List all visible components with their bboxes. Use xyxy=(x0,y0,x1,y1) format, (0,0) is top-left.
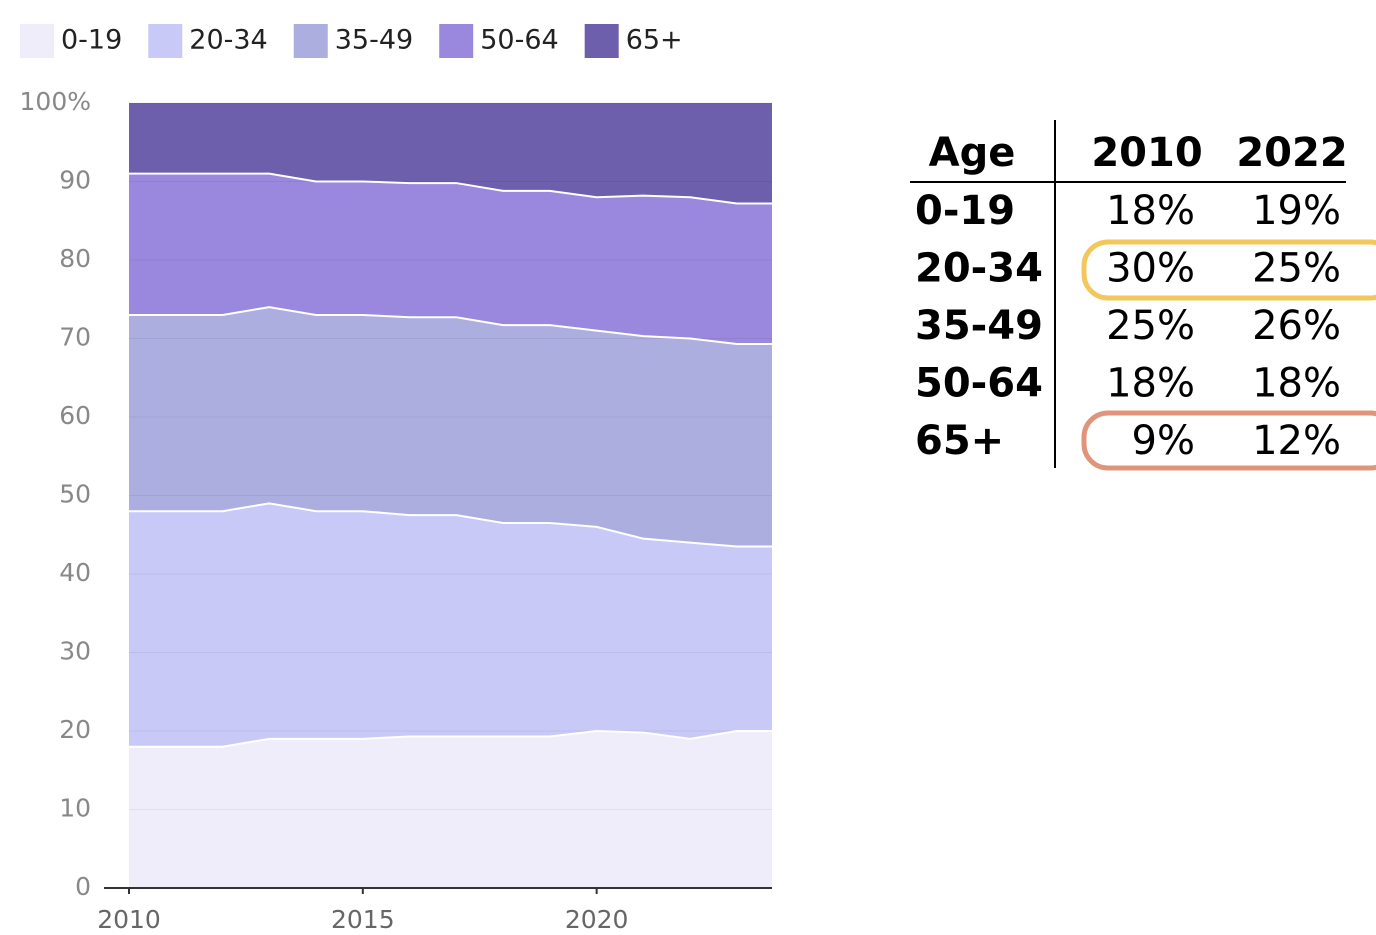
area-edge xyxy=(129,729,772,748)
y-tick-label: 90 xyxy=(59,166,91,195)
table-header: 2022 xyxy=(1236,130,1347,176)
area xyxy=(129,307,772,547)
highlight xyxy=(1081,410,1376,471)
table-header: Age xyxy=(929,130,1016,176)
area-edge xyxy=(129,172,772,205)
table-cell: 18% xyxy=(1106,188,1195,234)
highlight xyxy=(1081,239,1376,301)
legend-label: 50-64 xyxy=(480,25,558,56)
table-cell: 12% xyxy=(1252,418,1341,464)
table-cell: 25% xyxy=(1252,246,1341,292)
area xyxy=(129,731,772,888)
table-header: 2010 xyxy=(1091,130,1202,176)
y-tick-label: 70 xyxy=(59,323,91,352)
legend-swatch xyxy=(20,24,54,58)
legend-label: 0-19 xyxy=(61,25,122,56)
y-tick-label: 50 xyxy=(59,480,91,509)
table-cell: 19% xyxy=(1252,188,1341,234)
y-tick-label: 0 xyxy=(75,872,91,901)
legend-label: 20-34 xyxy=(189,25,267,56)
area-edge xyxy=(129,502,772,548)
x-tick-label: 2020 xyxy=(565,905,629,934)
row-label: 0-19 xyxy=(915,188,1015,234)
legend-label: 35-49 xyxy=(335,25,413,56)
table-cell: 26% xyxy=(1252,303,1341,349)
y-tick-label: 80 xyxy=(59,244,91,273)
table-cell: 25% xyxy=(1106,303,1195,349)
y-tick-label: 60 xyxy=(59,401,91,430)
row-label: 65+ xyxy=(915,418,1004,464)
area xyxy=(129,103,772,204)
y-tick-label: 30 xyxy=(59,637,91,666)
y-tick-label: 20 xyxy=(59,715,91,744)
area xyxy=(129,173,772,344)
x-tick-label: 2010 xyxy=(97,905,161,934)
row-label: 35-49 xyxy=(915,303,1043,349)
table-cell: 18% xyxy=(1252,361,1341,407)
table-cell: 18% xyxy=(1106,361,1195,407)
legend-swatch xyxy=(584,24,619,58)
y-tick-label: 10 xyxy=(59,794,91,823)
legend-swatch xyxy=(148,24,183,58)
area-edge xyxy=(129,306,772,345)
x-tick-label: 2015 xyxy=(331,905,395,934)
area xyxy=(129,503,772,747)
row-label: 50-64 xyxy=(915,361,1043,407)
table-cell: 9% xyxy=(1132,418,1195,464)
y-tick-label: 40 xyxy=(59,558,91,587)
legend-label: 65+ xyxy=(626,25,683,56)
legend-swatch xyxy=(293,24,328,58)
y-tick-label: 100% xyxy=(20,87,91,116)
row-label: 20-34 xyxy=(915,246,1043,292)
table-cell: 30% xyxy=(1106,246,1195,292)
legend-swatch xyxy=(439,24,474,58)
